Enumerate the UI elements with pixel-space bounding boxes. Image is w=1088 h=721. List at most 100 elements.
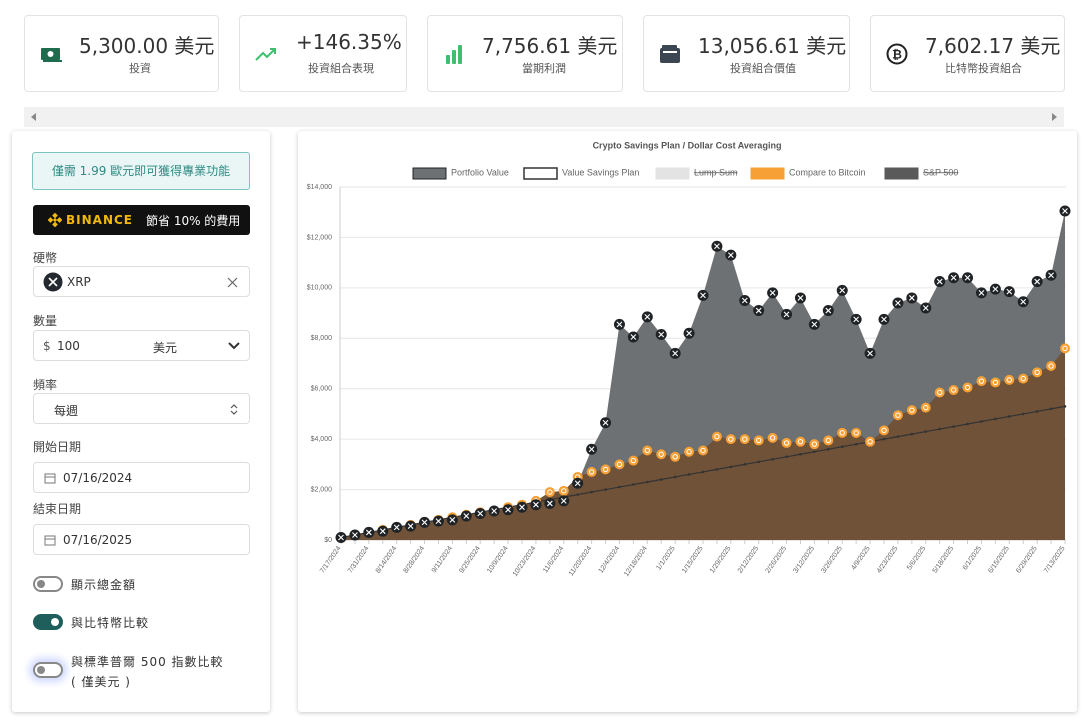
marker-cross [365,529,372,536]
promo-button[interactable]: 僅需 1.99 歐元即可獲得專業功能 [32,152,250,190]
marker-cross [379,528,386,535]
toggle-switch[interactable] [33,576,63,592]
marker-inner [588,469,595,475]
savings-point [1008,415,1011,418]
chart: Crypto Savings Plan / Dollar Cost Averag… [307,140,1071,578]
bitcoin-point [809,439,820,450]
scroll-right[interactable] [1050,112,1058,122]
binance-button[interactable]: BINANCE 節省 10% 的費用 [33,205,250,235]
savings-point [743,463,747,466]
portfolio-point [558,495,570,507]
marker-inner [992,379,999,386]
stat-value: 13,056.61 美元 [698,34,847,58]
marker-cross [1062,208,1068,214]
marker-cross [853,316,860,323]
start-date[interactable]: 07/16/2024 [33,462,250,493]
marker-circle [823,435,834,446]
savings-point [938,427,941,431]
bitcoin-point [906,405,917,416]
toggle-knob [37,666,45,674]
bitcoin-point [586,466,597,477]
marker-inner [658,451,664,457]
marker-inner [950,387,957,393]
marker-circle [948,384,959,395]
marker-inner [742,436,748,442]
chevron-icon [228,342,240,350]
marker-cross [616,321,623,328]
marker-cross [463,513,470,519]
marker-circle [725,434,736,445]
legend-label[interactable]: S&P 500 [923,167,958,177]
currency-select[interactable]: 美元 [153,341,178,355]
savings-point [757,460,760,464]
marker-circle [698,445,708,456]
bitcoin-point [614,459,625,470]
x-tick-label: 2/26/2025 [765,545,789,575]
portfolio-point [683,327,695,339]
bitcoin-point [1018,373,1029,384]
scroll-left[interactable] [30,112,38,122]
end-date[interactable]: 07/16/2025 [33,524,250,555]
bitcoin-point [642,445,653,456]
stat-card: 5,300.00 美元 投資 [24,15,219,92]
y-tick-label: $12,000 [307,234,332,241]
marker-inner [964,384,971,391]
toggle-switch[interactable] [33,662,63,678]
marker-inner [1048,363,1054,369]
date-value: 07/16/2024 [63,471,133,485]
marker-cross [393,524,400,531]
portfolio-point [794,292,806,304]
bitcoin-point [1032,367,1043,378]
legend-label[interactable]: Compare to Bitcoin [789,167,866,177]
marker-circle [684,446,695,457]
frequency-select[interactable]: 每週 [33,393,250,424]
amount-input[interactable]: $ 100 美元 [33,330,250,361]
marker-cross [338,534,344,541]
marker-circle [879,425,889,436]
toggle-label: 與比特幣比較 [71,616,150,630]
legend-swatch [655,167,690,180]
portfolio-point [934,276,946,288]
x-tick-label: 10/23/2024 [512,545,538,578]
marker-inner [755,437,762,444]
portfolio-point [1059,205,1071,217]
marker-circle [586,466,597,477]
x-tick-label: 12/4/2024 [597,545,621,575]
frequency-value: 每週 [54,404,79,418]
portfolio-point [502,504,514,516]
coin-select[interactable]: XRP [33,266,250,297]
field-label: 硬幣 [33,251,58,265]
portfolio-point [906,292,918,304]
legend-label[interactable]: Portfolio Value [451,167,509,177]
marker-circle [767,432,778,443]
savings-point [994,417,997,421]
marker-cross [783,311,790,318]
bitcoin-point [628,455,639,466]
bitcoin-point [851,427,862,438]
marker-circle [1018,373,1029,384]
marker-circle [1060,343,1070,354]
y-tick-label: $0 [324,537,332,544]
marker-inner [978,378,985,384]
marker-circle [544,487,555,498]
marker-cross [533,501,539,508]
legend-label[interactable]: Value Savings Plan [562,167,639,177]
bitcoin-point [698,445,708,456]
marker-circle [628,455,639,466]
bitcoin-point [1004,374,1015,385]
legend-label[interactable]: Lump Sum [694,167,738,177]
portfolio-point [432,515,444,527]
stat-card: 7,756.61 美元 當期利潤 [427,15,623,92]
scrollbar[interactable] [24,107,1064,127]
bitcoin-point [795,436,806,447]
marker-inner [700,447,706,454]
portfolio-point [892,297,904,309]
marker-circle [739,434,750,445]
toggle-switch[interactable] [33,614,63,630]
clear-icon[interactable] [227,277,238,288]
savings-point [924,430,928,433]
marker-cross [839,287,846,294]
savings-point [882,437,886,441]
savings-point [701,470,705,474]
marker-cross [978,290,985,296]
